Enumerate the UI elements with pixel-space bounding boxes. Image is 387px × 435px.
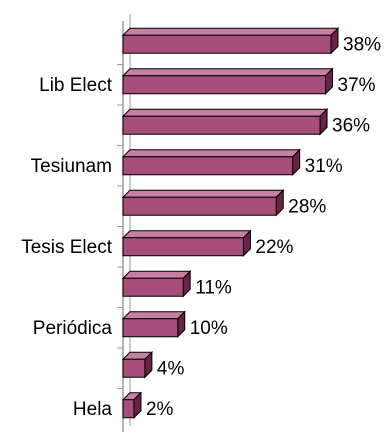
bar-top-face	[121, 270, 192, 279]
bar-hela	[121, 391, 143, 419]
bar-front-face	[122, 115, 321, 135]
category-tick-label: Tesiunam	[31, 156, 112, 177]
bar-top-face	[121, 68, 334, 77]
data-label: 37%	[338, 75, 376, 96]
data-label: 28%	[288, 196, 326, 217]
bar-row-3	[121, 108, 329, 136]
bar-front-face	[122, 277, 184, 297]
bar-top-face	[121, 108, 329, 117]
bar-periódica	[121, 310, 186, 338]
bars-layer	[121, 27, 340, 419]
data-label: 36%	[332, 115, 370, 136]
bar-top-face	[121, 230, 252, 239]
bar-row-9	[121, 351, 154, 379]
category-tick-label: Hela	[73, 399, 113, 420]
data-label: 4%	[157, 358, 185, 379]
bar-front-face	[122, 237, 244, 257]
bar-tesiunam	[121, 148, 301, 176]
bar-front-face	[122, 318, 179, 338]
bar-row-1	[121, 27, 340, 55]
bar-front-face	[122, 358, 146, 378]
bar-top-face	[121, 149, 301, 158]
category-tick-label: Periódica	[33, 318, 113, 339]
data-label: 22%	[255, 237, 293, 258]
data-label: 10%	[190, 318, 228, 339]
category-tick-label: Tesis Elect	[21, 237, 113, 258]
data-label: 31%	[305, 156, 343, 177]
data-label: 11%	[195, 277, 232, 298]
bar-top-face	[121, 311, 186, 320]
bar-top-face	[121, 189, 285, 198]
bar-front-face	[122, 196, 277, 216]
bar-front-face	[122, 399, 135, 419]
data-label: 38%	[343, 34, 381, 55]
bar-lib-elect	[121, 67, 334, 95]
labels-layer: 38% 37% Lib Elect 36% 31% Tesiunam 28% 22% Tesis…	[21, 34, 381, 420]
data-label: 2%	[146, 399, 174, 420]
bar-top-face	[121, 27, 340, 36]
bar-front-face	[122, 75, 327, 95]
bar-row-5	[121, 189, 285, 217]
category-tick-label: Lib Elect	[39, 75, 113, 96]
bar-row-7	[121, 270, 192, 298]
bar-tesis-elect	[121, 229, 252, 257]
bar-front-face	[122, 156, 294, 176]
bar-front-face	[122, 34, 332, 54]
